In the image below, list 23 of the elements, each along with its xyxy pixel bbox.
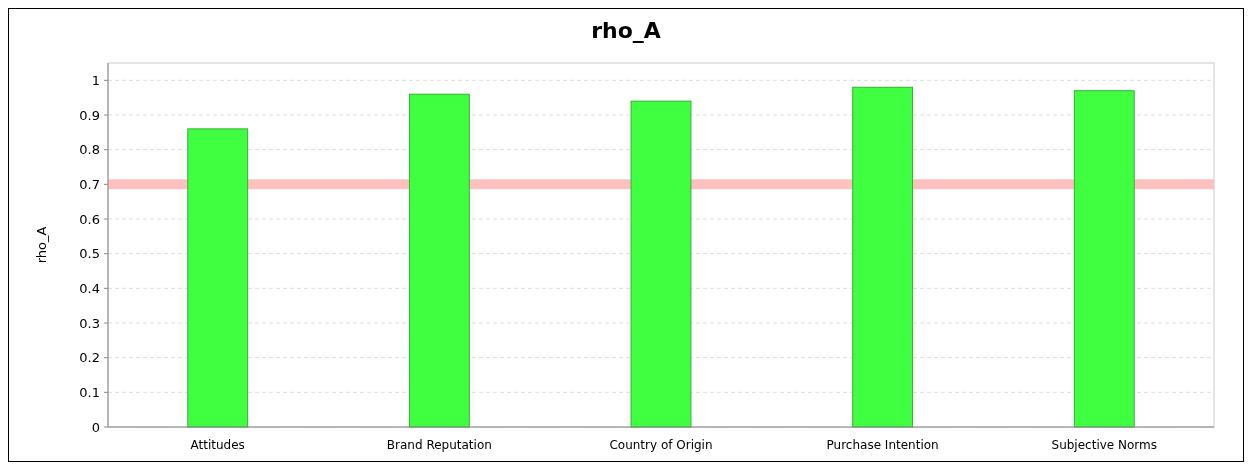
x-tick-label: Subjective Norms bbox=[1051, 438, 1158, 452]
chart-title: rho_A bbox=[591, 18, 661, 43]
bar bbox=[630, 100, 692, 428]
bar bbox=[408, 93, 470, 428]
y-tick-label: 0.2 bbox=[79, 350, 100, 366]
y-axis-title: rho_A bbox=[34, 226, 49, 264]
bar bbox=[1073, 90, 1135, 428]
y-tick-label: 0.9 bbox=[79, 107, 100, 123]
y-tick-label: 0.8 bbox=[79, 142, 100, 158]
y-tick-label: 0.4 bbox=[79, 280, 100, 296]
y-tick-label: 0.6 bbox=[79, 211, 100, 227]
y-tick-label: 1 bbox=[91, 72, 100, 88]
y-tick-label: 0.1 bbox=[79, 384, 100, 400]
x-tick-label: Attitudes bbox=[190, 438, 245, 452]
y-tick-label: 0.3 bbox=[79, 315, 100, 331]
x-tick-label: Purchase Intention bbox=[826, 438, 939, 452]
y-tick-label: 0.5 bbox=[79, 246, 100, 262]
y-tick-label: 0 bbox=[91, 419, 100, 435]
y-tick-label: 0.7 bbox=[79, 176, 100, 192]
bar bbox=[852, 86, 914, 428]
bar bbox=[187, 128, 249, 428]
x-tick-label: Brand Reputation bbox=[386, 438, 492, 452]
x-tick-label: Country of Origin bbox=[609, 438, 713, 452]
